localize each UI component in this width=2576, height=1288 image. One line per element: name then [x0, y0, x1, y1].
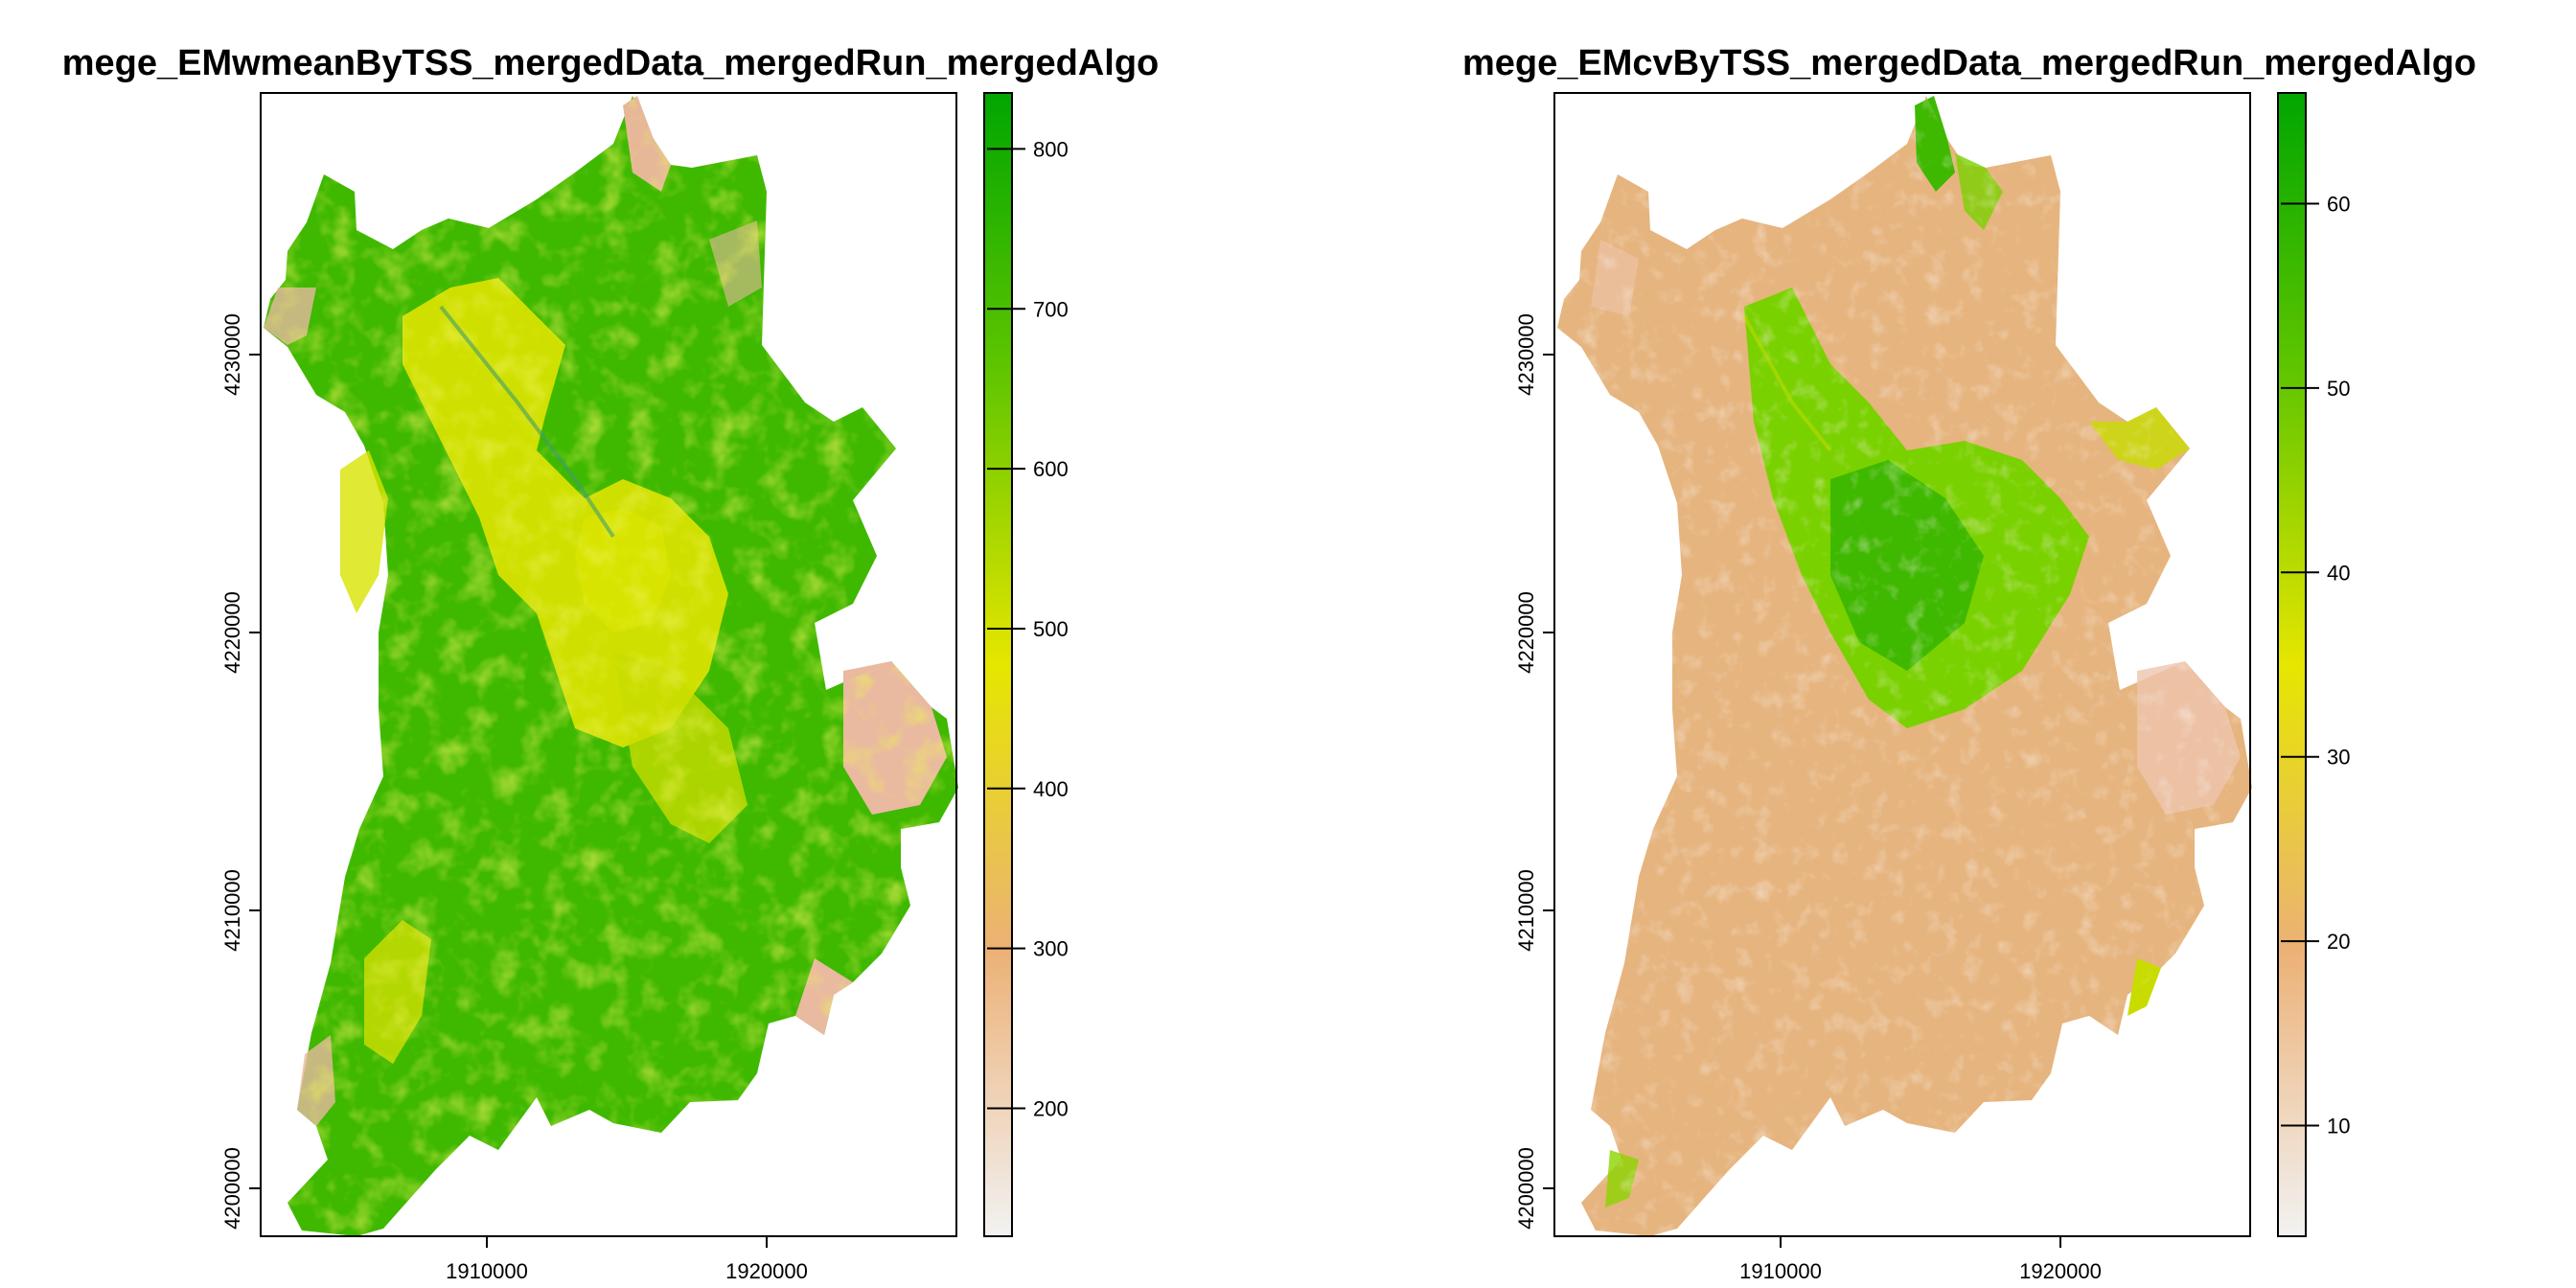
color-legend: 200 300 400 500 600 700 800	[983, 92, 1069, 1237]
legend-tick-label: 40	[2327, 561, 2350, 585]
panel-title: mege_EMcvByTSS_mergedData_mergedRun_merg…	[1462, 43, 2476, 83]
map-raster	[264, 96, 958, 1236]
x-axis: 1910000 1920000	[446, 1235, 808, 1283]
legend-tick-label: 800	[1033, 137, 1069, 161]
x-tick-label: 1910000	[446, 1259, 528, 1283]
x-axis: 1910000 1920000	[1739, 1235, 2102, 1283]
x-tick-label: 1920000	[725, 1259, 808, 1283]
map-raster	[1557, 96, 2252, 1236]
legend-colorbar	[984, 93, 1012, 1236]
legend-tick-label: 20	[2327, 930, 2350, 954]
y-tick-label: 4200000	[220, 1147, 244, 1230]
y-tick-label: 4220000	[220, 591, 244, 674]
legend-tick-label: 50	[2327, 377, 2350, 401]
legend-tick-label: 600	[1033, 457, 1069, 481]
legend-tick-label: 500	[1033, 617, 1069, 641]
panel-title: mege_EMwmeanByTSS_mergedData_mergedRun_m…	[62, 43, 1160, 83]
y-tick-label: 4230000	[220, 313, 244, 396]
legend-tick-label: 10	[2327, 1115, 2350, 1138]
y-tick-label: 4200000	[1514, 1147, 1538, 1230]
legend-colorbar	[2278, 93, 2306, 1236]
x-tick-label: 1920000	[2019, 1259, 2102, 1283]
panel-cv: mege_EMcvByTSS_mergedData_mergedRun_merg…	[1462, 43, 2476, 1283]
y-axis: 4200000 4210000 4220000 4230000	[1514, 313, 1555, 1230]
y-tick-label: 4210000	[220, 869, 244, 952]
x-tick-label: 1910000	[1739, 1259, 1822, 1283]
legend-tick-label: 200	[1033, 1097, 1069, 1121]
color-legend: 10 20 30 40 50 60	[2277, 92, 2350, 1237]
legend-tick-label: 400	[1033, 777, 1069, 801]
y-tick-label: 4230000	[1514, 313, 1538, 396]
legend-tick-label: 300	[1033, 937, 1069, 961]
panel-wmean: mege_EMwmeanByTSS_mergedData_mergedRun_m…	[62, 43, 1160, 1283]
y-axis: 4200000 4210000 4220000 4230000	[220, 313, 262, 1230]
legend-tick-label: 30	[2327, 746, 2350, 770]
y-tick-label: 4210000	[1514, 869, 1538, 952]
legend-tick-label: 60	[2327, 192, 2350, 216]
y-tick-label: 4220000	[1514, 591, 1538, 674]
legend-tick-label: 700	[1033, 297, 1069, 321]
